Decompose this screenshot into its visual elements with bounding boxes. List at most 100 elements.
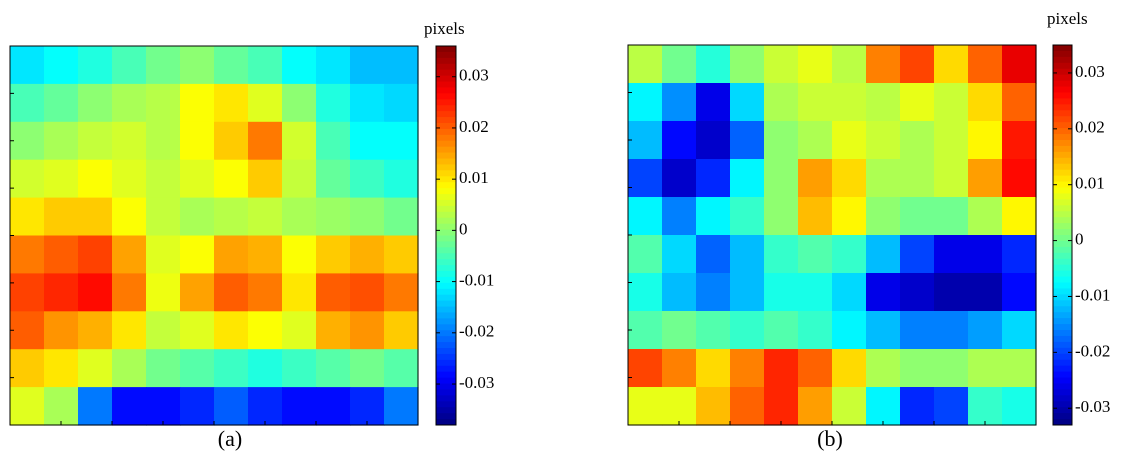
colorbar-frame [1052, 44, 1073, 426]
colorbar-swatch [1053, 140, 1072, 147]
heatmap-cell [662, 121, 697, 160]
colorbar-swatch [436, 229, 456, 236]
colorbar-swatch [436, 93, 456, 100]
colorbar-swatch [1053, 258, 1072, 266]
heatmap-cell [730, 197, 765, 236]
colorbar-swatch [436, 57, 456, 65]
heatmap-cell [180, 349, 215, 388]
colorbar-swatch [1053, 288, 1072, 295]
colorbar-swatch [436, 134, 456, 142]
heatmap-cell [44, 387, 79, 426]
heatmap-cell [798, 45, 833, 84]
heatmap-cell [78, 273, 113, 312]
colorbar-swatch [1053, 395, 1072, 402]
colorbar-tick-label: 0.03 [1075, 62, 1105, 81]
colorbar-swatch [436, 223, 456, 231]
heatmap-cell [934, 273, 969, 312]
heatmap-cell [10, 197, 45, 237]
colorbar-swatch [436, 271, 456, 278]
heatmap-cell [696, 387, 731, 426]
colorbar-tick-label: 0 [459, 219, 468, 238]
heatmap-cell [316, 235, 351, 274]
heatmap-cell [384, 121, 419, 161]
colorbar-tick-label: 0.01 [1075, 174, 1105, 193]
colorbar-swatch [1053, 45, 1072, 52]
heatmap-cell [798, 235, 833, 274]
colorbar-swatch [1053, 116, 1072, 123]
heatmap-cell [44, 197, 79, 237]
colorbar-swatch [1053, 324, 1072, 331]
heatmap-cell [146, 311, 181, 350]
heatmap-cell [628, 235, 663, 274]
heatmap-cell [832, 311, 867, 350]
heatmap-cell [628, 83, 663, 122]
heatmap-cell [764, 311, 799, 350]
colorbar-swatch [1053, 407, 1072, 414]
heatmap-cell [10, 83, 45, 123]
heatmap-cell [10, 387, 45, 426]
heatmap-cell [628, 273, 663, 312]
colorbar-swatch [436, 46, 456, 53]
colorbar-swatch [1053, 74, 1072, 82]
heatmap-cell [968, 197, 1003, 236]
heatmap-cell [730, 349, 765, 388]
colorbar-swatch [1053, 122, 1072, 129]
colorbar-swatch [1053, 98, 1072, 105]
heatmap-cell [866, 121, 901, 160]
colorbar-swatch [436, 365, 456, 373]
colorbar-swatch [1053, 104, 1072, 111]
heatmap-cell [628, 45, 663, 84]
heatmap-cell [866, 159, 901, 198]
heatmap-cell [180, 273, 215, 312]
caption: (b) [817, 426, 843, 451]
colorbar-swatch [436, 170, 456, 177]
heatmap-cell [628, 311, 663, 350]
heatmap-cell [112, 197, 147, 237]
heatmap-cell [968, 159, 1003, 198]
heatmap-cell [146, 121, 181, 161]
heatmap-cell [900, 387, 935, 426]
colorbar-swatch [436, 383, 456, 390]
heatmap-cell [146, 235, 181, 274]
heatmap-cell [10, 46, 45, 85]
heatmap-cell [764, 387, 799, 426]
heatmap-cell [180, 121, 215, 161]
colorbar-swatch [1053, 134, 1072, 141]
heatmap-cell [1002, 349, 1037, 388]
colorbar-swatch [1053, 330, 1072, 337]
colorbar-frame [435, 45, 457, 426]
heatmap-cell [832, 235, 867, 274]
heatmap-cell [78, 387, 113, 426]
heatmap-cell [214, 311, 249, 350]
heatmap-cell [628, 349, 663, 388]
colorbar-tick-label: -0.03 [1075, 397, 1110, 416]
heatmap-cell [248, 273, 283, 312]
heatmap-cell [1002, 197, 1037, 236]
colorbar-swatch [1053, 128, 1072, 135]
heatmap-cell [248, 349, 283, 388]
heatmap-cell [934, 83, 969, 122]
heatmap-cell [282, 273, 317, 312]
heatmap-cell [1002, 273, 1037, 312]
heatmap-cell [900, 349, 935, 388]
heatmap-cell [934, 311, 969, 350]
colorbar-swatch [1053, 300, 1072, 307]
colorbar-swatch [1053, 365, 1072, 373]
heatmap-cell [1002, 159, 1037, 198]
colorbar-swatch [1053, 371, 1072, 378]
heatmap-cell [832, 197, 867, 236]
colorbar-label: pixels [1047, 9, 1088, 28]
colorbar-swatch [1053, 246, 1072, 254]
colorbar-swatch [436, 81, 456, 88]
heatmap-cell [628, 121, 663, 160]
colorbar-swatch [436, 395, 456, 402]
colorbar-swatch [436, 324, 456, 331]
heatmap-cell [112, 311, 147, 350]
heatmap-cell [248, 159, 283, 199]
heatmap-cell [248, 387, 283, 426]
colorbar-swatch [1053, 270, 1072, 278]
colorbar-swatch [436, 211, 456, 219]
colorbar-swatch [436, 146, 456, 154]
heatmap-cell [146, 387, 181, 426]
heatmap-cell [10, 311, 45, 350]
